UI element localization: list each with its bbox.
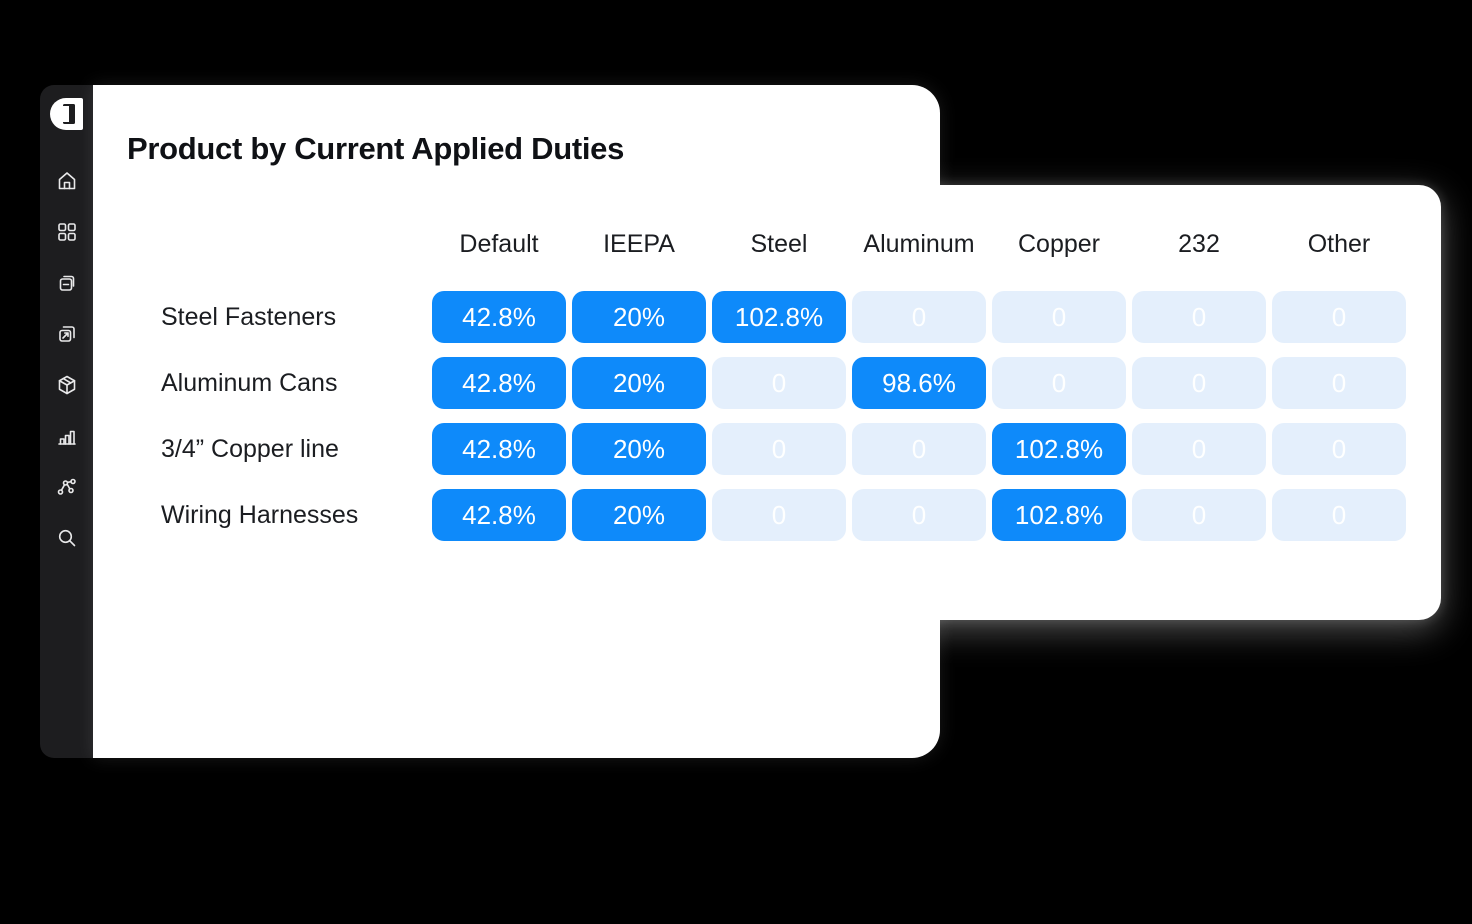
duty-cell[interactable]: 0 [1132, 489, 1266, 541]
table-corner-spacer [161, 211, 426, 277]
duty-cell[interactable]: 0 [1272, 489, 1406, 541]
duty-cell[interactable]: 102.8% [992, 489, 1126, 541]
duty-cell[interactable]: 20% [572, 357, 706, 409]
duty-cell[interactable]: 0 [852, 489, 986, 541]
duty-cell[interactable]: 0 [852, 291, 986, 343]
row-label-wiring-harnesses: Wiring Harnesses [161, 500, 359, 529]
column-header-other: Other [1307, 229, 1371, 258]
duty-cell[interactable]: 0 [1272, 291, 1406, 343]
duty-cell[interactable]: 20% [572, 423, 706, 475]
page-title: Product by Current Applied Duties [127, 130, 625, 166]
row-label-copper-line: 3/4” Copper line [161, 434, 339, 463]
duty-cell[interactable]: 42.8% [432, 423, 566, 475]
column-header-copper: Copper [1018, 229, 1100, 258]
duty-cell[interactable]: 42.8% [432, 291, 566, 343]
row-label-aluminum-cans: Aluminum Cans [161, 368, 338, 397]
submit-arrow-icon[interactable] [56, 323, 78, 345]
column-header-ieepa: IEEPA [603, 229, 675, 258]
bar-chart-icon[interactable] [56, 425, 78, 447]
sidebar-nav [56, 170, 78, 549]
duty-cell[interactable]: 42.8% [432, 357, 566, 409]
duty-cell[interactable]: 0 [1132, 357, 1266, 409]
brand-logo-icon [49, 98, 83, 130]
network-graph-icon[interactable] [56, 476, 78, 498]
duty-cell[interactable]: 0 [992, 357, 1126, 409]
duty-cell[interactable]: 0 [1272, 357, 1406, 409]
duty-cell[interactable]: 0 [992, 291, 1126, 343]
duty-cell[interactable]: 0 [712, 489, 846, 541]
row-label-steel-fasteners: Steel Fasteners [161, 302, 337, 331]
duties-table-card: Default IEEPA Steel Aluminum Copper 232 … [133, 185, 1441, 620]
duty-cell[interactable]: 98.6% [852, 357, 986, 409]
home-icon[interactable] [56, 170, 78, 192]
column-header-default: Default [459, 229, 539, 258]
duty-cell[interactable]: 0 [1272, 423, 1406, 475]
apps-grid-icon[interactable] [56, 221, 78, 243]
duties-grid: Default IEEPA Steel Aluminum Copper 232 … [133, 185, 1441, 541]
search-icon[interactable] [56, 527, 78, 549]
package-icon[interactable] [56, 374, 78, 396]
duty-cell[interactable]: 0 [1132, 291, 1266, 343]
duty-cell[interactable]: 0 [852, 423, 986, 475]
brand-logo-button[interactable] [49, 98, 84, 130]
duty-cell[interactable]: 0 [712, 423, 846, 475]
column-header-steel: Steel [750, 229, 808, 258]
duty-cell[interactable]: 20% [572, 291, 706, 343]
documents-icon[interactable] [56, 272, 78, 294]
duty-cell[interactable]: 0 [712, 357, 846, 409]
duty-cell[interactable]: 42.8% [432, 489, 566, 541]
duty-cell[interactable]: 102.8% [712, 291, 846, 343]
sidebar [40, 85, 93, 758]
duty-cell[interactable]: 102.8% [992, 423, 1126, 475]
column-header-232: 232 [1178, 229, 1220, 258]
duty-cell[interactable]: 0 [1132, 423, 1266, 475]
duty-cell[interactable]: 20% [572, 489, 706, 541]
column-header-aluminum: Aluminum [863, 229, 975, 258]
